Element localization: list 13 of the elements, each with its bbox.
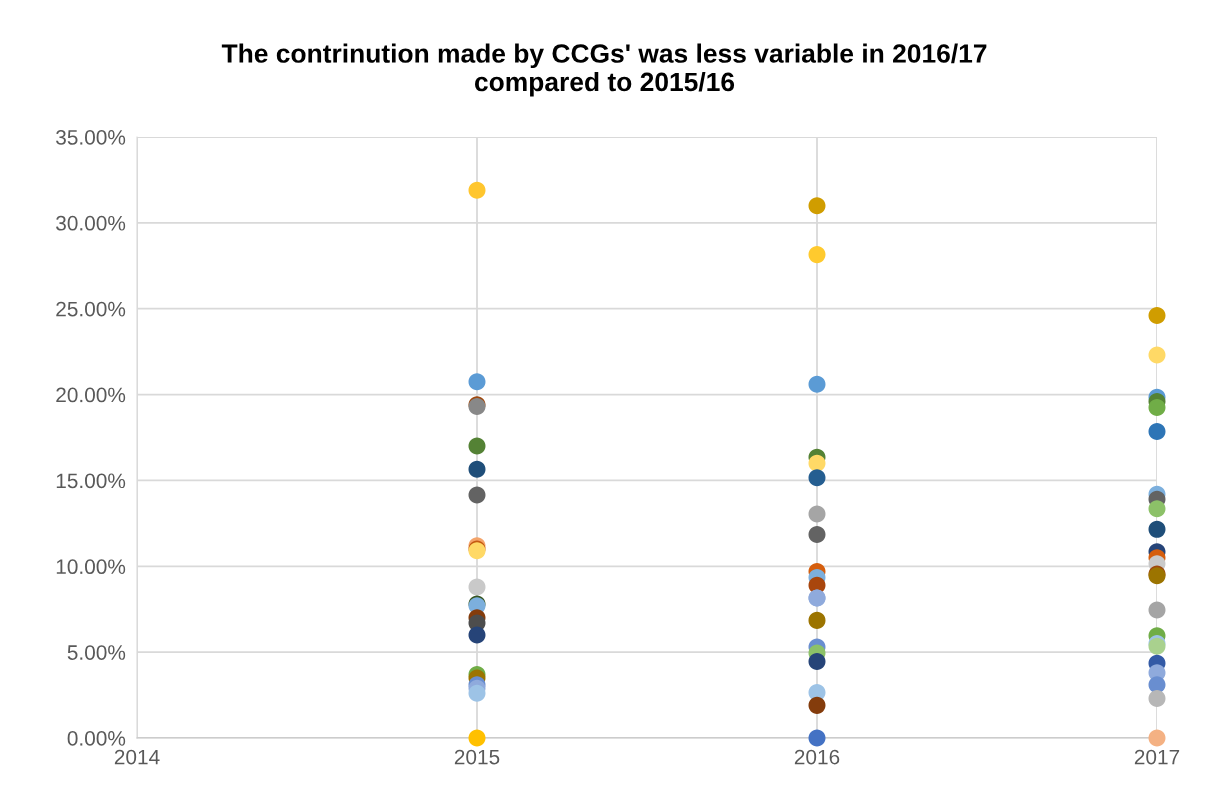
y-tick-label: 15.00% bbox=[56, 473, 126, 489]
y-tick-label: 0.00% bbox=[67, 731, 126, 746]
y-tick-label: 10.00% bbox=[56, 559, 126, 575]
x-tick-label: 2015 bbox=[454, 749, 500, 765]
y-tick-label: 25.00% bbox=[56, 301, 126, 317]
x-tick-label: 2014 bbox=[114, 749, 160, 765]
y-tick-label: 20.00% bbox=[56, 387, 126, 403]
y-tick-label: 30.00% bbox=[56, 215, 126, 231]
y-tick-label: 5.00% bbox=[67, 645, 126, 660]
y-tick-label: 35.00% bbox=[56, 130, 126, 145]
x-tick-label: 2016 bbox=[794, 749, 840, 765]
x-tick-label: 2017 bbox=[1134, 749, 1180, 765]
chart-title: The contrinution made by CCGs' was less variable in 2016/17 compared to 2015/16 bbox=[221, 43, 987, 97]
